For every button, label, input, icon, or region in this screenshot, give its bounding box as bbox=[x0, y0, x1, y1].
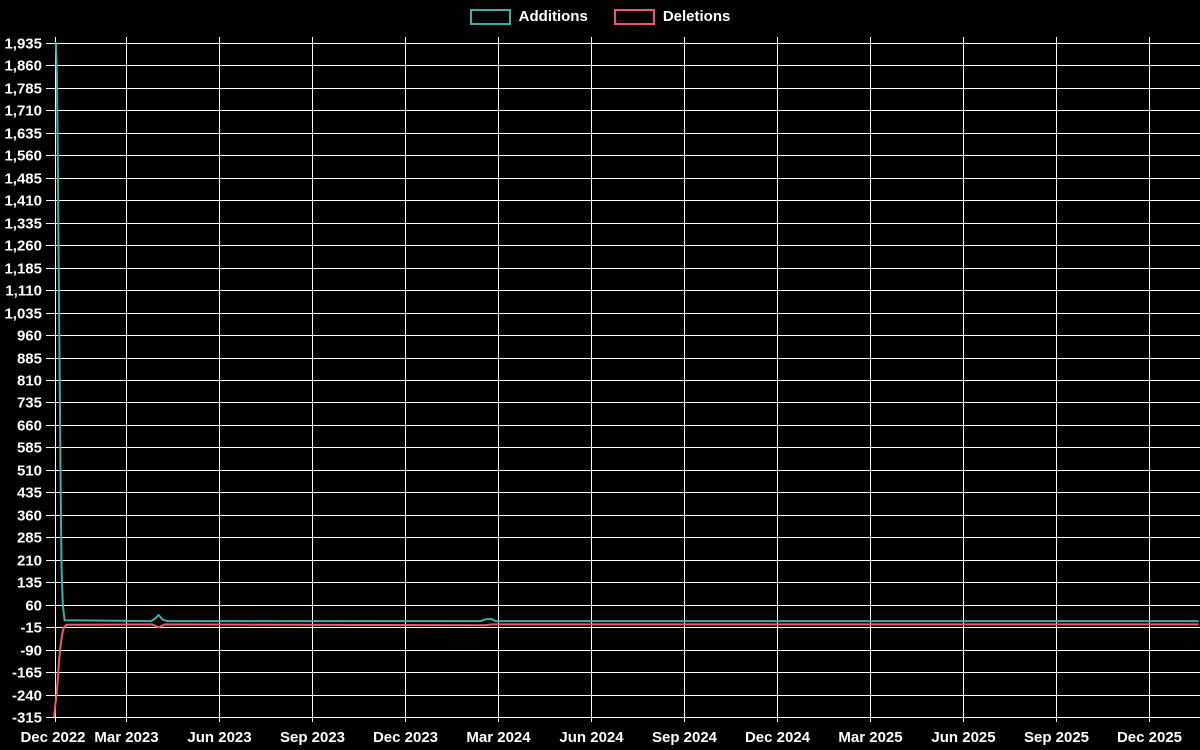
x-tick-label: Dec 2025 bbox=[1117, 729, 1182, 746]
y-tick-label: 885 bbox=[17, 351, 42, 368]
y-tick-label: -165 bbox=[12, 665, 42, 682]
y-tick-label: 360 bbox=[17, 508, 42, 525]
y-tick-label: 735 bbox=[17, 395, 42, 412]
legend-label-deletions: Deletions bbox=[662, 8, 731, 25]
x-tick-label: Jun 2024 bbox=[559, 729, 624, 746]
y-tick-label: 435 bbox=[17, 485, 42, 502]
y-tick-label: 1,860 bbox=[4, 58, 42, 75]
y-tick-label: 1,260 bbox=[4, 238, 42, 255]
y-tick-label: 1,785 bbox=[4, 81, 42, 98]
x-tick-label: Jun 2023 bbox=[187, 729, 251, 746]
x-tick-label: Dec 2022 bbox=[20, 729, 85, 746]
y-tick-label: -90 bbox=[20, 643, 42, 660]
deletions-line bbox=[53, 623, 1199, 718]
y-tick-label: 960 bbox=[17, 328, 42, 345]
y-tick-label: 1,635 bbox=[4, 126, 42, 143]
y-tick-label: 1,110 bbox=[5, 283, 42, 300]
y-tick-label: 285 bbox=[17, 530, 42, 547]
y-tick-label: 1,485 bbox=[4, 171, 42, 188]
x-tick-label: Jun 2025 bbox=[931, 729, 995, 746]
x-tick-label: Mar 2024 bbox=[466, 729, 531, 746]
legend-item-additions[interactable]: Additions bbox=[469, 8, 588, 26]
legend-label-additions: Additions bbox=[518, 8, 588, 25]
y-tick-label: 1,410 bbox=[4, 193, 42, 210]
y-tick-label: 660 bbox=[17, 418, 42, 435]
y-tick-label: 1,710 bbox=[4, 103, 42, 120]
y-tick-label: 60 bbox=[25, 598, 42, 615]
y-tick-label: -315 bbox=[12, 710, 42, 727]
deletions-swatch-icon bbox=[613, 9, 655, 25]
x-tick-label: Sep 2024 bbox=[652, 729, 718, 746]
x-tick-label: Mar 2023 bbox=[94, 729, 158, 746]
x-tick-label: Sep 2025 bbox=[1024, 729, 1089, 746]
additions-line bbox=[54, 42, 1199, 623]
x-tick-label: Sep 2023 bbox=[280, 729, 345, 746]
y-tick-label: 585 bbox=[17, 440, 42, 457]
y-tick-label: 1,335 bbox=[4, 216, 42, 233]
y-tick-label: 1,935 bbox=[4, 36, 42, 53]
y-tick-label: 210 bbox=[17, 553, 42, 570]
y-tick-label: 135 bbox=[17, 575, 42, 592]
additions-swatch-icon bbox=[469, 9, 511, 25]
y-tick-label: -15 bbox=[20, 620, 42, 637]
x-tick-label: Dec 2024 bbox=[745, 729, 811, 746]
legend-item-deletions[interactable]: Deletions bbox=[613, 8, 731, 26]
y-tick-label: 810 bbox=[17, 373, 42, 390]
y-tick-label: -240 bbox=[12, 688, 42, 705]
y-tick-label: 1,560 bbox=[4, 148, 42, 165]
x-tick-label: Dec 2023 bbox=[373, 729, 438, 746]
y-tick-label: 1,035 bbox=[4, 306, 42, 323]
y-tick-label: 1,185 bbox=[4, 261, 42, 278]
y-tick-label: 510 bbox=[17, 463, 42, 480]
chart-legend: Additions Deletions bbox=[0, 8, 1200, 26]
x-tick-label: Mar 2025 bbox=[838, 729, 902, 746]
